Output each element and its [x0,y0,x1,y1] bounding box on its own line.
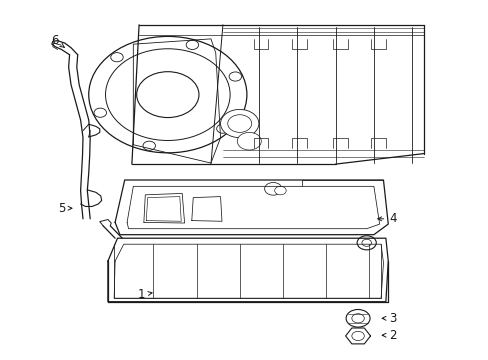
Text: 4: 4 [377,212,396,225]
Circle shape [351,314,364,323]
Circle shape [229,72,241,81]
Text: 3: 3 [382,312,396,325]
Circle shape [136,72,199,118]
Circle shape [274,186,285,195]
Text: 5: 5 [58,202,72,215]
Circle shape [105,49,230,140]
Circle shape [94,108,106,117]
Circle shape [351,331,364,341]
Text: 6: 6 [51,34,64,47]
Circle shape [346,310,369,327]
Circle shape [361,239,371,246]
Text: 2: 2 [382,329,396,342]
Circle shape [88,36,246,153]
Circle shape [186,40,198,49]
Circle shape [356,236,376,250]
Text: 1: 1 [138,288,152,301]
Circle shape [227,115,251,132]
Circle shape [216,124,229,133]
Circle shape [237,132,261,150]
Circle shape [220,109,258,138]
Circle shape [142,141,155,150]
Circle shape [264,183,281,195]
Circle shape [111,53,123,62]
